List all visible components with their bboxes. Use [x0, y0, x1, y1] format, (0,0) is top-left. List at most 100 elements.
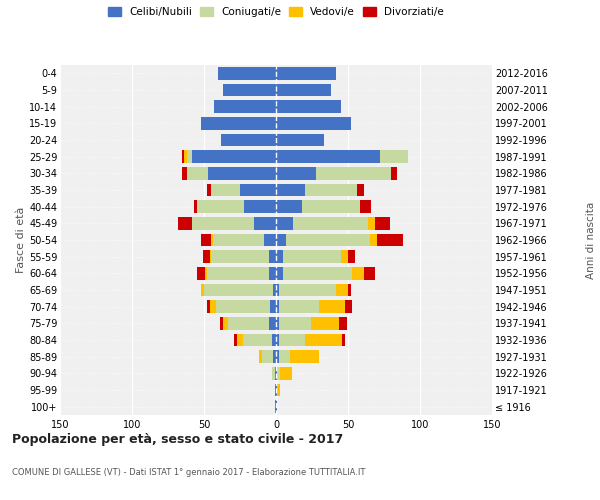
Bar — [184, 150, 187, 163]
Bar — [273, 284, 276, 296]
Bar — [223, 84, 276, 96]
Text: Anni di nascita: Anni di nascita — [586, 202, 596, 278]
Bar — [364, 267, 376, 280]
Bar — [211, 184, 240, 196]
Bar — [270, 300, 276, 313]
Bar — [348, 250, 355, 263]
Bar — [210, 250, 211, 263]
Bar — [277, 367, 280, 380]
Text: Popolazione per età, sesso e stato civile - 2017: Popolazione per età, sesso e stato civil… — [12, 432, 343, 446]
Bar — [201, 234, 211, 246]
Bar — [269, 267, 276, 280]
Bar — [208, 167, 276, 179]
Bar — [276, 200, 302, 213]
Bar — [391, 167, 397, 179]
Bar — [272, 367, 275, 380]
Bar — [275, 384, 276, 396]
Bar — [201, 284, 204, 296]
Bar — [273, 350, 276, 363]
Bar — [215, 300, 270, 313]
Bar — [194, 200, 197, 213]
Bar — [283, 250, 341, 263]
Bar — [223, 317, 229, 330]
Bar — [290, 350, 319, 363]
Bar — [262, 350, 273, 363]
Bar — [275, 367, 276, 380]
Bar — [376, 217, 390, 230]
Bar — [269, 250, 276, 263]
Bar — [276, 334, 279, 346]
Bar — [276, 317, 279, 330]
Bar — [182, 150, 184, 163]
Bar — [279, 350, 290, 363]
Bar — [197, 200, 244, 213]
Legend: Celibi/Nubili, Coniugati/e, Vedovi/e, Divorziati/e: Celibi/Nubili, Coniugati/e, Vedovi/e, Di… — [108, 7, 444, 17]
Bar — [305, 334, 342, 346]
Bar — [279, 334, 305, 346]
Bar — [276, 217, 293, 230]
Bar — [207, 267, 269, 280]
Bar — [272, 334, 276, 346]
Bar — [205, 267, 207, 280]
Bar — [319, 300, 345, 313]
Bar — [279, 317, 311, 330]
Bar — [220, 317, 223, 330]
Text: COMUNE DI GALLESE (VT) - Dati ISTAT 1° gennaio 2017 - Elaborazione TUTTITALIA.IT: COMUNE DI GALLESE (VT) - Dati ISTAT 1° g… — [12, 468, 365, 477]
Bar — [240, 184, 276, 196]
Bar — [380, 150, 409, 163]
Bar — [341, 250, 348, 263]
Bar — [211, 234, 212, 246]
Y-axis label: Fasce di età: Fasce di età — [16, 207, 26, 273]
Bar — [275, 400, 276, 413]
Bar — [211, 250, 269, 263]
Bar — [229, 317, 269, 330]
Bar — [265, 234, 276, 246]
Bar — [345, 300, 352, 313]
Bar — [254, 217, 276, 230]
Bar — [276, 234, 286, 246]
Bar — [237, 334, 243, 346]
Bar — [234, 334, 237, 346]
Bar — [305, 184, 356, 196]
Bar — [221, 134, 276, 146]
Bar — [293, 217, 368, 230]
Bar — [340, 317, 347, 330]
Bar — [197, 267, 205, 280]
Bar — [377, 234, 403, 246]
Bar — [276, 300, 279, 313]
Bar — [207, 184, 211, 196]
Bar — [276, 384, 277, 396]
Bar — [276, 367, 277, 380]
Bar — [286, 234, 370, 246]
Bar — [280, 367, 292, 380]
Bar — [356, 184, 364, 196]
Bar — [269, 317, 276, 330]
Bar — [279, 284, 337, 296]
Bar — [276, 267, 283, 280]
Bar — [187, 150, 193, 163]
Bar — [283, 267, 352, 280]
Bar — [370, 234, 377, 246]
Bar — [182, 167, 187, 179]
Bar — [243, 334, 272, 346]
Bar — [210, 300, 215, 313]
Bar — [201, 117, 276, 130]
Bar — [218, 67, 276, 80]
Bar — [276, 284, 279, 296]
Bar — [276, 150, 380, 163]
Bar — [352, 267, 364, 280]
Bar — [178, 217, 193, 230]
Bar — [207, 300, 210, 313]
Bar — [214, 100, 276, 113]
Bar — [276, 400, 277, 413]
Bar — [203, 250, 210, 263]
Bar — [368, 217, 376, 230]
Bar — [276, 67, 337, 80]
Bar — [277, 384, 280, 396]
Bar — [276, 117, 351, 130]
Bar — [212, 234, 265, 246]
Bar — [342, 334, 345, 346]
Bar — [276, 350, 279, 363]
Bar — [311, 317, 340, 330]
Bar — [276, 100, 341, 113]
